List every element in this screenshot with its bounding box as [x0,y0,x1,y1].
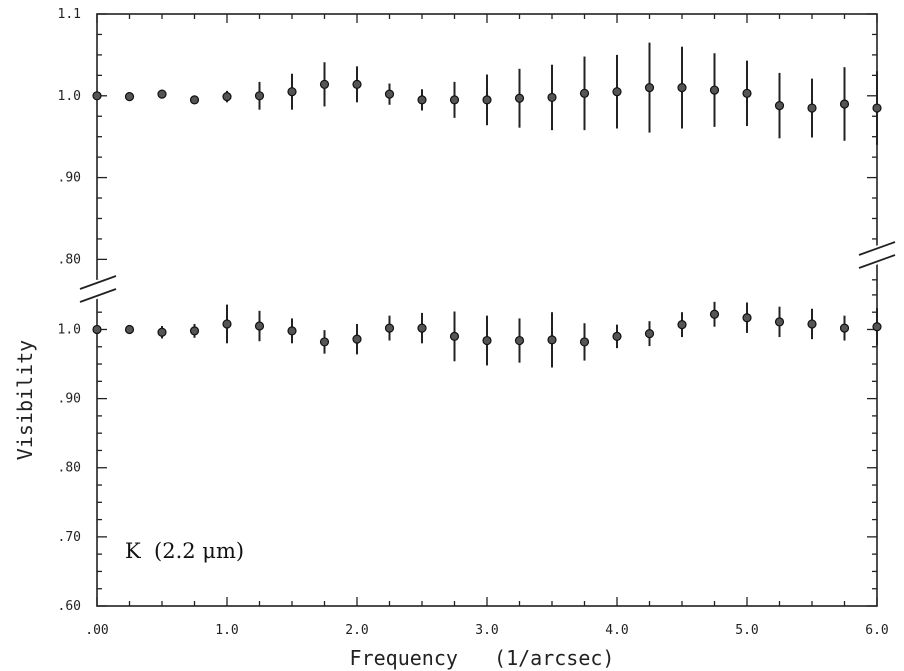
y-tick-label: .90 [58,392,81,407]
y-tick-label: 1.0 [58,322,81,337]
band-annotation: K (2.2 μm) [125,539,244,563]
data-point [384,89,395,99]
data-point [287,326,297,336]
series-upper [92,42,882,145]
data-point [254,91,265,101]
y-tick-label: 1.1 [58,7,81,22]
data-point [222,319,232,329]
y-tick-label: .80 [58,461,81,476]
axis-ticks [96,13,878,607]
data-point [579,337,590,347]
x-tick-label: 3.0 [475,623,498,638]
x-tick-label: 4.0 [605,623,628,638]
data-point [709,309,720,319]
data-point [742,88,752,98]
data-point [287,87,297,97]
data-point [352,334,362,344]
y-tick-label: .60 [58,599,81,614]
tick-labels: .00 1.0 2.0 3.0 4.0 5.0 6.0 1.1 1.0 .90 .80 1.0 .90.… [58,7,889,638]
data-point [124,92,135,102]
data-point [839,99,850,109]
y-tick-label: 1.0 [58,89,81,104]
data-point [677,83,687,93]
data-point [417,95,427,105]
axis-break-left [78,274,118,304]
x-axis-title: Frequency (1/arcsec) [350,646,615,670]
data-point [384,323,395,333]
data-point [189,326,200,336]
data-point [157,89,167,99]
data-point [774,101,785,111]
data-point [547,335,557,345]
data-point [872,322,882,332]
data-point [677,320,687,330]
y-tick-label: .90 [58,171,81,186]
data-point [482,335,492,346]
x-tick-label: .00 [85,623,108,638]
data-point [319,337,330,347]
data-point [612,331,622,341]
data-point [254,321,265,331]
data-point [189,95,200,105]
data-point [872,103,882,113]
data-point [839,323,850,333]
data-point [124,324,135,335]
x-tick-label: 1.0 [215,623,238,638]
axis-break-right [857,240,897,270]
data-point [514,335,525,346]
data-point [222,92,232,102]
data-point [352,79,362,89]
data-point [92,324,102,335]
x-tick-label: 6.0 [865,623,888,638]
axis-breaks [78,240,897,304]
y-tick-label: .70 [58,530,81,545]
data-point [644,329,655,339]
series-lower [92,301,882,368]
data-point [807,319,817,329]
data-point [807,103,817,113]
data-point [417,323,427,333]
data-point [449,95,460,105]
data-point [449,331,460,341]
data-point [612,87,622,97]
y-tick-label: .80 [58,252,81,267]
data-point [774,317,785,327]
y-axis-title: Visibility [13,340,37,460]
data-point [319,79,330,89]
data-point [579,88,590,98]
x-tick-label: 5.0 [735,623,758,638]
data-point [742,313,752,323]
data-point [157,327,167,337]
data-point [709,85,720,95]
data-point [92,91,102,101]
data-point [644,83,655,93]
data-point [482,95,492,105]
data-point [514,93,525,103]
data-point [547,92,557,103]
x-tick-label: 2.0 [345,623,368,638]
